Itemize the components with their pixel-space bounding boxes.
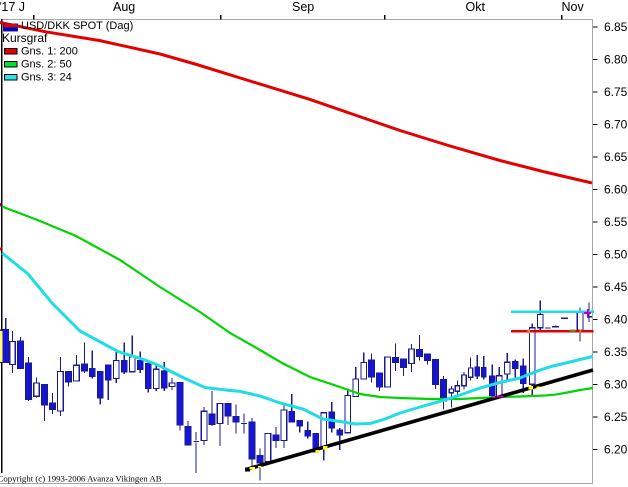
svg-text:6.20: 6.20 [604, 443, 628, 457]
svg-text:Gns. 1: 200: Gns. 1: 200 [21, 46, 78, 58]
svg-text:Okt: Okt [466, 0, 486, 14]
svg-text:Gns. 2: 50: Gns. 2: 50 [21, 59, 72, 71]
svg-text:6.45: 6.45 [604, 280, 628, 294]
svg-text:6.35: 6.35 [604, 345, 628, 359]
svg-text:6.80: 6.80 [604, 53, 628, 67]
svg-text:USD/DKK SPOT (Dag): USD/DKK SPOT (Dag) [21, 20, 133, 32]
svg-text:6.55: 6.55 [604, 215, 628, 229]
svg-text:Gns. 3: 24: Gns. 3: 24 [21, 72, 72, 84]
svg-text:Nov: Nov [562, 0, 585, 14]
svg-text:6.65: 6.65 [604, 150, 628, 164]
svg-text:Aug: Aug [113, 0, 135, 14]
svg-text:6.85: 6.85 [604, 20, 628, 34]
svg-text:'17 J: '17 J [0, 0, 25, 14]
svg-text:6.40: 6.40 [604, 313, 628, 327]
svg-text:6.30: 6.30 [604, 378, 628, 392]
svg-text:6.25: 6.25 [604, 410, 628, 424]
svg-text:6.60: 6.60 [604, 183, 628, 197]
svg-text:Copyright (c) 1993-2006 Avanza: Copyright (c) 1993-2006 Avanza Vikingen … [0, 474, 162, 484]
svg-text:6.70: 6.70 [604, 118, 628, 132]
svg-text:6.75: 6.75 [604, 85, 628, 99]
svg-text:Kursgraf: Kursgraf [2, 31, 48, 45]
svg-text:6.50: 6.50 [604, 248, 628, 262]
svg-text:Sep: Sep [292, 0, 314, 14]
